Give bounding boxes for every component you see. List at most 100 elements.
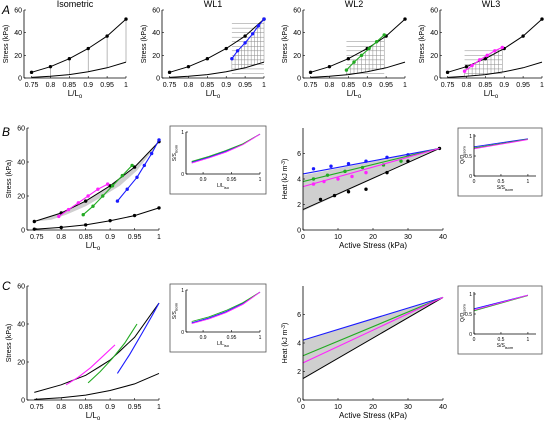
y-tick-label: 60 — [14, 7, 22, 14]
fit-line-wl3 — [302, 147, 440, 188]
series-line-wl1 — [116, 139, 160, 202]
x-tick-label: 0.5 — [497, 179, 504, 185]
data-point-wl1 — [230, 57, 234, 61]
data-point-isometric — [332, 193, 337, 198]
x-axis-label-sub: iso — [224, 343, 230, 348]
x-tick-label: 0.8 — [56, 234, 66, 241]
y-tick-label: 20 — [14, 53, 22, 60]
x-tick-label: 20 — [369, 404, 377, 411]
x-tick-label: 0.75 — [30, 404, 44, 411]
y-axis-label-sup: -3 — [281, 325, 287, 330]
y-tick-label: 60 — [17, 283, 25, 290]
y-axis-label-main: Stress (kPa) — [419, 25, 426, 64]
x-axis-label-main: L/L — [347, 89, 359, 98]
x-axis-label-main: L/L — [484, 89, 496, 98]
x-tick-label: 0.85 — [201, 82, 215, 89]
data-point-total — [521, 34, 525, 38]
data-point-wl1 — [385, 155, 389, 160]
data-point-wl2 — [325, 173, 330, 177]
x-tick-label: 0.85 — [79, 234, 93, 241]
data-point-wl2 — [343, 169, 347, 174]
data-point-wl2 — [344, 68, 349, 72]
x-tick-label: 0.95 — [227, 177, 237, 183]
x-axis-label: L/Liso — [217, 183, 230, 190]
x-axis-label: L/Lo — [86, 241, 101, 252]
data-point-passive — [157, 206, 161, 210]
y-axis-label-sub: isom — [174, 144, 179, 153]
y-axis-label-main: Stress (kPa) — [3, 25, 10, 64]
x-tick-label: 0.8 — [462, 82, 472, 89]
y-axis-label-main: S/S — [172, 153, 178, 162]
data-point-total — [403, 17, 407, 21]
data-point-total — [124, 17, 128, 21]
series-line-total — [34, 302, 160, 393]
data-point-wl3 — [66, 207, 71, 212]
data-point-wl3 — [350, 174, 354, 179]
y-tick-label: 0 — [18, 75, 22, 82]
x-tick-label: 0.9 — [105, 404, 115, 411]
y-axis-label-main: Heat (kJ m — [282, 165, 289, 199]
y-axis-label: Stress (kPa) — [419, 25, 426, 64]
y-axis-label-main: Stress (kPa) — [282, 25, 289, 64]
x-tick-label: 0.75 — [25, 82, 39, 89]
y-axis-label-sub: isom — [462, 304, 467, 313]
series-line-total — [447, 18, 543, 73]
y-axis-label-sub: isom — [174, 302, 179, 311]
y-axis-label: Stress (kPa) — [282, 25, 289, 64]
x-tick-label: 0.75 — [30, 234, 44, 241]
data-point-wl1 — [329, 164, 333, 168]
data-point-wl2 — [374, 40, 379, 44]
data-point-wl2 — [101, 194, 105, 198]
x-axis-label: L/Liso — [217, 341, 230, 348]
data-point-wl1 — [149, 151, 154, 156]
data-point-wl1 — [135, 175, 139, 179]
x-tick-label: 0.8 — [56, 404, 66, 411]
y-tick-label: 0 — [297, 227, 301, 234]
series-line-wl2 — [473, 138, 528, 149]
data-point-wl2 — [367, 46, 371, 51]
x-tick-label: 1 — [262, 82, 266, 89]
x-axis-label-sub: o — [97, 246, 101, 252]
data-point-wl1 — [235, 49, 240, 53]
x-axis-label-sub: isom — [505, 187, 514, 192]
x-tick-label: 0.8 — [46, 82, 56, 89]
y-tick-label: 0.5 — [465, 154, 472, 160]
data-point-wl3 — [470, 63, 474, 68]
series-line-wl2 — [191, 291, 261, 322]
data-point-wl2 — [360, 165, 365, 170]
shaded-region — [34, 141, 159, 222]
x-axis-label-sub: o — [97, 416, 101, 422]
data-point-total — [186, 64, 191, 69]
data-point-wl3 — [76, 201, 81, 205]
y-axis-label-main: Q/Q — [460, 155, 466, 164]
series-line-passive — [34, 372, 160, 400]
inset-frame — [457, 285, 543, 355]
x-tick-label: 0.9 — [200, 335, 207, 341]
y-tick-label: 20 — [430, 53, 438, 60]
series-line-wl3 — [191, 291, 261, 325]
x-axis-label: S/Sisom — [497, 343, 514, 350]
chart-title: Isometric — [57, 0, 94, 9]
panel-label-c: C — [2, 279, 11, 293]
series-line-wl2 — [87, 323, 138, 384]
series-line-total — [310, 18, 406, 73]
y-tick-label: 1 — [469, 134, 472, 140]
data-point-total — [243, 34, 247, 38]
data-point-wl2 — [130, 163, 134, 168]
chart-c1: 0.75 0.8 0.85 0.9 0.95 1 0 20 40 60 L/Lo Stress (kP… — [6, 283, 161, 422]
x-tick-label: 0.75 — [163, 82, 177, 89]
y-axis-label-main: Stress (kPa) — [6, 324, 13, 363]
y-axis-label: Stress (kPa) — [6, 324, 13, 363]
data-point-wl1 — [364, 159, 368, 163]
x-tick-label: 0.9 — [499, 82, 509, 89]
fit-line-wl1 — [302, 147, 440, 175]
data-point-total — [108, 184, 112, 188]
y-axis-label-main: Heat (kJ m — [282, 329, 289, 363]
x-axis-label-sub: isom — [505, 345, 514, 350]
data-point-wl1 — [262, 17, 266, 21]
data-point-wl3 — [477, 58, 482, 62]
x-tick-label: 0.85 — [79, 404, 93, 411]
x-axis-label-sub: o — [495, 94, 499, 100]
